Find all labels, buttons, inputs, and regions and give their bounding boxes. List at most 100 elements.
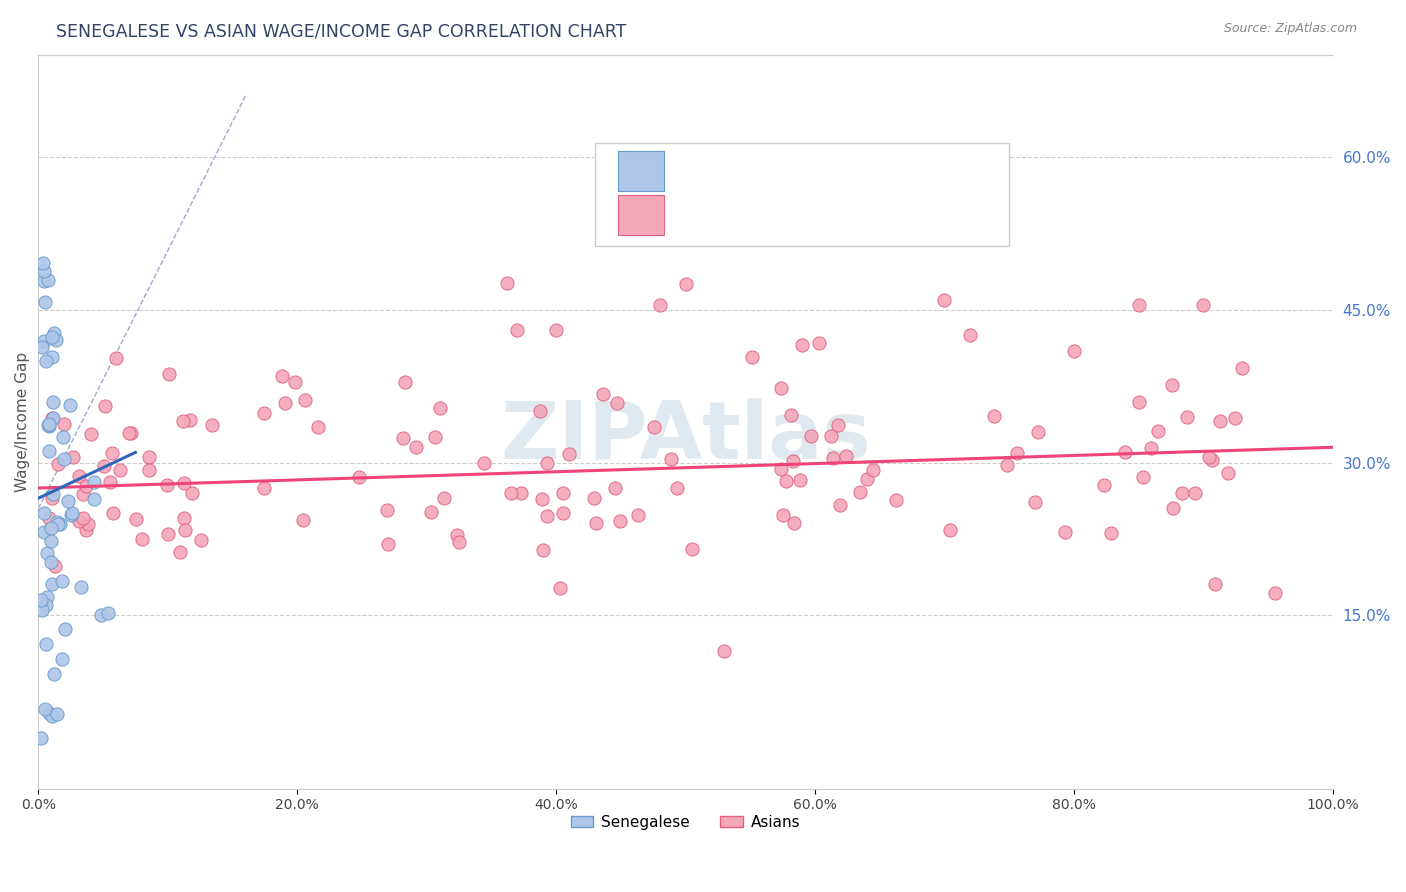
Point [76,479,98,493]
Text: 0.098: 0.098 [756,206,814,224]
Point [83,491,105,506]
Point [1201,452,1223,467]
Point [53,452,76,467]
Point [886,493,908,508]
Point [1208,414,1230,428]
Point [934,293,956,307]
Point [190,533,212,547]
Point [41,351,63,365]
Point [37,546,59,560]
Point [120,425,142,440]
Point [394,376,416,390]
Y-axis label: Wage/Income Gap: Wage/Income Gap [15,351,30,491]
Point [42,411,65,425]
Point [274,396,297,410]
Point [101,446,124,460]
Point [44,559,66,574]
Point [1094,478,1116,492]
Point [1128,298,1150,312]
Point [405,440,427,454]
Point [32,506,55,520]
Point [585,516,607,531]
Point [35,599,58,613]
Point [157,368,180,382]
Point [42,326,65,340]
Point [46,516,69,531]
Point [59,398,82,412]
Point [429,401,451,415]
Point [862,463,884,477]
Point [741,350,763,364]
FancyBboxPatch shape [595,143,1010,246]
Point [959,328,981,343]
Point [83,475,105,489]
Point [41,410,63,425]
Point [69,469,91,483]
Point [551,506,574,520]
Point [117,426,139,441]
Point [643,420,665,434]
Point [75,523,97,537]
Point [173,511,195,525]
Point [347,470,370,484]
Point [30,731,52,745]
Point [253,406,276,420]
Point [179,412,201,426]
Point [104,351,127,366]
Point [62,506,84,520]
Point [1146,425,1168,439]
Text: Source: ZipAtlas.com: Source: ZipAtlas.com [1223,22,1357,36]
Point [174,523,197,537]
Point [782,516,804,530]
Point [799,428,821,442]
Point [72,487,94,501]
Point [34,702,56,716]
Point [820,428,842,442]
Point [536,508,558,523]
Point [48,516,70,531]
Point [849,484,872,499]
Point [93,400,115,414]
Point [181,485,204,500]
Point [789,473,811,487]
Point [769,381,792,395]
Point [827,418,849,433]
Point [291,513,314,527]
Point [1140,442,1163,456]
Point [38,419,60,434]
Point [1114,445,1136,459]
Point [529,403,551,417]
Point [1160,378,1182,392]
Point [828,498,851,512]
Point [546,323,568,337]
Point [51,574,73,589]
Point [1223,411,1246,425]
Point [1171,486,1194,500]
Point [1198,450,1220,465]
Point [294,392,316,407]
Point [138,450,160,465]
Point [1128,395,1150,409]
Point [46,457,69,471]
Point [131,532,153,546]
Point [156,527,179,541]
Point [32,256,55,270]
FancyBboxPatch shape [619,194,664,235]
Point [1232,361,1254,376]
Point [983,409,1005,423]
Point [995,458,1018,472]
Point [284,375,307,389]
Point [53,622,76,636]
Point [558,447,581,461]
Point [97,607,120,621]
Point [548,581,571,595]
Point [605,481,627,495]
Point [1264,586,1286,600]
Point [173,475,195,490]
Point [790,338,813,352]
Point [1218,467,1240,481]
Point [34,295,56,310]
Point [35,637,58,651]
Point [93,459,115,474]
Point [609,514,631,528]
